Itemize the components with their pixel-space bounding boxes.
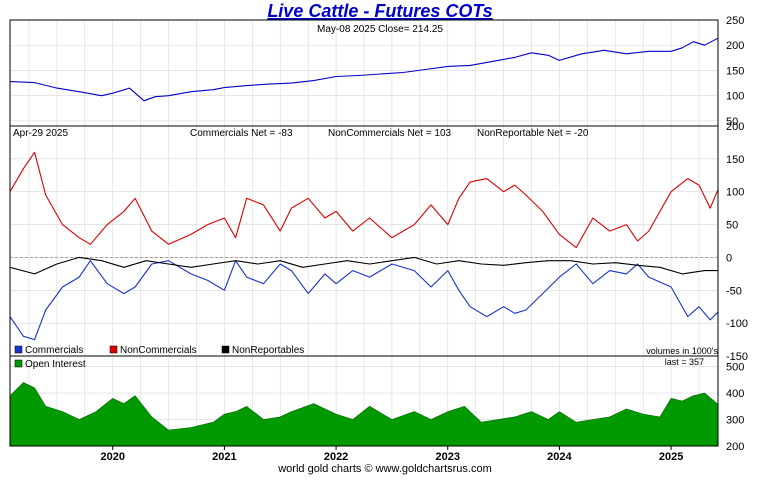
price-y-tick-label: 250 (726, 15, 744, 27)
price-y-tick-label: 200 (726, 40, 744, 52)
cot-y-tick-label: 50 (726, 220, 738, 232)
x-year-label: 2024 (547, 451, 572, 463)
nonreportables-net-label: NonReportable Net = -20 (477, 128, 589, 139)
cot-y-tick-label: 150 (726, 154, 744, 166)
legend-open-interest-text: Open Interest (25, 359, 86, 370)
x-year-label: 2025 (659, 451, 683, 463)
legend-noncommercials-swatch (109, 345, 118, 354)
cot-y-tick-label: -50 (726, 285, 742, 297)
cot-y-tick-label: -150 (726, 351, 748, 363)
legend-commercials-swatch (14, 345, 23, 354)
footer-credit: world gold charts © www.goldchartsrus.co… (277, 463, 492, 475)
legend-nonreportables-text: NonReportables (232, 345, 304, 356)
oi-y-tick-label: 200 (726, 441, 744, 453)
cot-y-tick-label: 200 (726, 121, 744, 133)
oi-y-tick-label: 500 (726, 362, 744, 374)
price-y-tick-label: 100 (726, 91, 744, 103)
legend-nonreportables-swatch (221, 345, 230, 354)
price-header: May-08 2025 Close= 214.25 (317, 24, 443, 35)
legend-noncommercials-text: NonCommercials (120, 345, 197, 356)
cot-y-tick-label: -100 (726, 318, 748, 330)
oi-y-tick-label: 300 (726, 415, 744, 427)
price-line (9, 37, 719, 102)
noncommercials-line (9, 151, 719, 249)
open-interest-area (9, 382, 719, 447)
x-year-label: 2021 (212, 451, 236, 463)
noncommercials-net-label: NonCommercials Net = 103 (328, 128, 452, 139)
cot-date-label: Apr-29 2025 (13, 128, 68, 139)
legend-commercials-text: Commercials (25, 345, 83, 356)
oi-last-note: last = 357 (665, 357, 704, 367)
panel-frame (9, 355, 719, 447)
price-y-tick-label: 150 (726, 65, 744, 77)
cot-y-tick-label: 100 (726, 187, 744, 199)
nonreportables-line (9, 256, 718, 275)
x-year-label: 2023 (436, 451, 460, 463)
chart-title: Live Cattle - Futures COTs (267, 1, 492, 21)
x-year-label: 2020 (100, 451, 124, 463)
oi-y-tick-label: 400 (726, 388, 744, 400)
price-y-tick-label: 50 (726, 116, 738, 128)
commercials-net-label: Commercials Net = -83 (190, 128, 293, 139)
commercials-line (9, 260, 719, 341)
legend-open-interest-swatch (14, 359, 23, 368)
volumes-note: volumes in 1000's (646, 346, 718, 356)
cot-y-tick-label: 0 (726, 252, 732, 264)
x-year-label: 2022 (324, 451, 348, 463)
